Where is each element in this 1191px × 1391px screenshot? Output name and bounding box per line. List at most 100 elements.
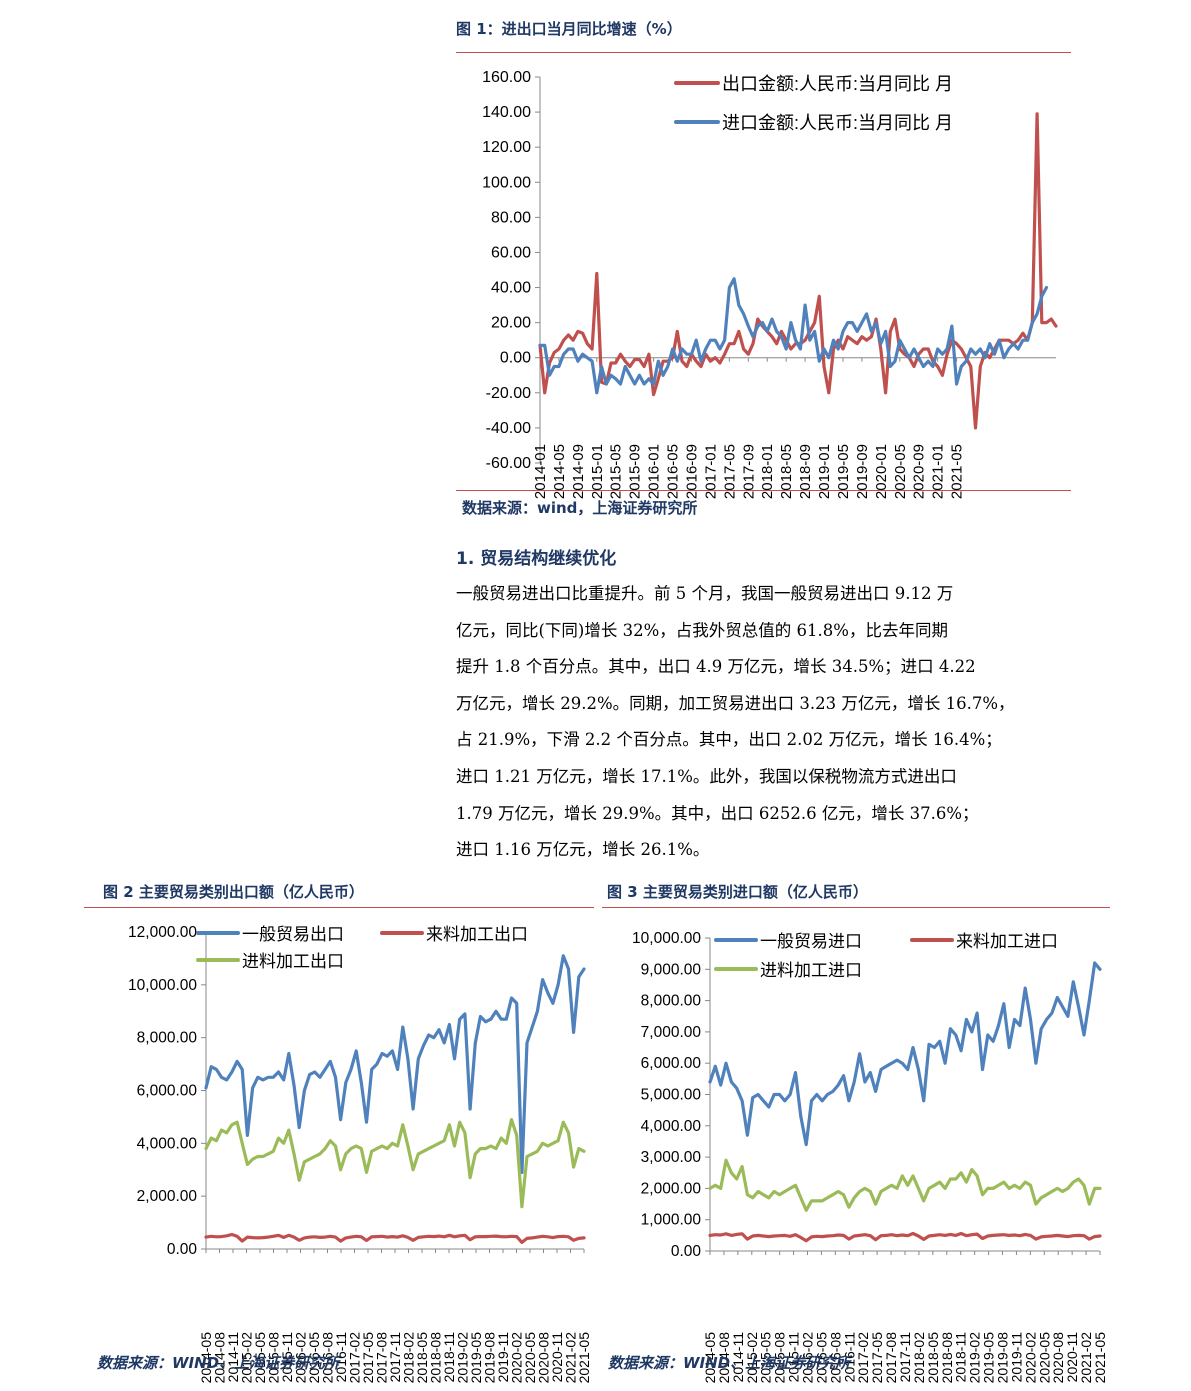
- x-tick-label: 2020-08: [536, 1332, 552, 1384]
- x-tick-label: 2020-05: [1036, 1332, 1052, 1384]
- x-tick-label: 2018-01: [759, 444, 776, 499]
- x-tick-label: 2019-11: [1008, 1332, 1024, 1383]
- y-tick-label: -20.00: [486, 385, 531, 402]
- x-tick-label: 2015-11: [279, 1332, 295, 1383]
- x-tick-label: 2021-05: [949, 444, 966, 499]
- x-tick-label: 2018-08: [428, 1332, 444, 1384]
- x-tick-label: 2016-08: [320, 1332, 336, 1384]
- x-tick-label: 2019-05: [468, 1332, 484, 1384]
- x-tick-label: 2017-05: [360, 1332, 376, 1384]
- section-paragraph: 一般贸易进出口比重提升。前 5 个月，我国一般贸易进出口 9.12 万 亿元，同…: [456, 576, 1061, 869]
- x-tick-label: 2014-08: [716, 1332, 732, 1384]
- y-tick-label: -60.00: [486, 455, 531, 472]
- x-tick-label: 2019-09: [854, 444, 871, 499]
- y-tick-label: 20.00: [491, 315, 531, 332]
- figure2-title: 图 2 主要贸易类别出口额（亿人民币）: [103, 883, 364, 901]
- y-tick-label: 100.00: [482, 174, 531, 191]
- y-tick-label: 9,000.00: [641, 961, 702, 978]
- x-tick-label: 2015-09: [627, 444, 644, 499]
- x-tick-label: 2020-09: [911, 444, 928, 499]
- paragraph-line: 一般贸易进出口比重提升。前 5 个月，我国一般贸易进出口 9.12 万: [456, 584, 954, 603]
- x-tick-label: 2018-05: [925, 1332, 941, 1384]
- x-tick-label: 2015-02: [239, 1332, 255, 1384]
- series-line: [204, 1118, 586, 1209]
- legend-label: 来料加工出口: [426, 925, 528, 944]
- x-tick-label: 2018-11: [441, 1332, 457, 1383]
- x-tick-label: 2021-01: [930, 444, 947, 499]
- x-tick-label: 2018-05: [414, 1332, 430, 1384]
- x-tick-label: 2019-08: [995, 1332, 1011, 1384]
- figure2-chart: 12,000.00 10,000.00 8,000.00 6,000.00 4,000.…: [128, 924, 592, 1383]
- figure1-chart: 160.00 140.00 120.00 100.00 80.00 60.00 40.00 2…: [482, 69, 1058, 499]
- y-tick-label: -40.00: [486, 420, 531, 437]
- x-tick-label: 2014-05: [551, 444, 568, 499]
- y-tick-label: 6,000.00: [641, 1055, 702, 1072]
- figure1-source: 数据来源：wind，上海证券研究所: [462, 499, 698, 517]
- y-tick-label: 60.00: [491, 244, 531, 261]
- legend-label: 一般贸易出口: [242, 925, 344, 944]
- y-tick-label: 7,000.00: [641, 1024, 702, 1041]
- y-tick-label: 120.00: [482, 139, 531, 156]
- x-tick-label: 2019-11: [495, 1332, 511, 1383]
- y-tick-label: 80.00: [491, 209, 531, 226]
- x-tick-label: 2019-01: [816, 444, 833, 499]
- x-tick-label: 2014-11: [225, 1332, 241, 1383]
- x-tick-label: 2014-09: [570, 444, 587, 499]
- x-tick-label: 2018-08: [939, 1332, 955, 1384]
- y-tick-label: 6,000.00: [137, 1083, 198, 1100]
- y-tick-label: 40.00: [491, 280, 531, 297]
- series-line: [708, 1231, 1102, 1243]
- y-tick-label: 12,000.00: [128, 924, 197, 941]
- figure3-source: 数据来源：WIND、上海证券研究所: [608, 1354, 851, 1372]
- x-tick-label: 2017-05: [869, 1332, 885, 1384]
- x-tick-label: 2018-02: [401, 1332, 417, 1384]
- y-tick-label: 8,000.00: [641, 993, 702, 1010]
- series-line: [204, 954, 586, 1174]
- x-tick-label: 2018-05: [778, 444, 795, 499]
- x-tick-label: 2015-08: [266, 1332, 282, 1384]
- x-tick-label: 2014-01: [532, 444, 549, 499]
- x-tick-label: 2017-11: [387, 1332, 403, 1383]
- series-line: [538, 277, 1049, 395]
- y-tick-label: 1,000.00: [641, 1212, 702, 1229]
- x-tick-label: 2014-11: [730, 1332, 746, 1383]
- x-tick-label: 2021-02: [563, 1332, 579, 1384]
- figure1-title: 图 1：进出口当月同比增速（%）: [456, 20, 682, 38]
- legend-label: 来料加工进口: [956, 932, 1058, 951]
- x-tick-label: 2019-02: [967, 1332, 983, 1384]
- x-tick-label: 2017-01: [702, 444, 719, 499]
- series-line: [708, 1158, 1102, 1212]
- x-tick-label: 2017-08: [883, 1332, 899, 1384]
- x-tick-label: 2021-05: [576, 1332, 592, 1384]
- x-tick-label: 2015-08: [772, 1332, 788, 1384]
- x-tick-label: 2016-08: [827, 1332, 843, 1384]
- x-tick-label: 2014-05: [198, 1332, 214, 1384]
- x-tick-label: 2020-05: [892, 444, 909, 499]
- y-tick-label: 10,000.00: [632, 930, 701, 947]
- y-tick-label: 4,000.00: [641, 1118, 702, 1135]
- x-tick-label: 2016-05: [813, 1332, 829, 1384]
- y-tick-label: 0.00: [500, 350, 531, 367]
- x-tick-label: 2014-05: [702, 1332, 718, 1384]
- x-tick-label: 2015-11: [786, 1332, 802, 1383]
- x-tick-label: 2017-09: [740, 444, 757, 499]
- paragraph-line: 进口 1.16 万亿元，增长 26.1%。: [456, 840, 710, 860]
- x-tick-label: 2018-11: [953, 1332, 969, 1383]
- x-tick-label: 2020-11: [1064, 1332, 1080, 1383]
- x-tick-label: 2014-08: [212, 1332, 228, 1384]
- y-tick-label: 4,000.00: [137, 1135, 198, 1152]
- x-tick-label: 2020-11: [549, 1332, 565, 1383]
- x-tick-label: 2017-02: [855, 1332, 871, 1384]
- x-tick-label: 2018-02: [911, 1332, 927, 1384]
- y-tick-label: 2,000.00: [641, 1180, 702, 1197]
- x-tick-label: 2020-08: [1050, 1332, 1066, 1384]
- legend-label: 进口金额:人民币:当月同比 月: [722, 113, 953, 133]
- paragraph-line: 1.79 万亿元，增长 29.9%。其中，出口 6252.6 亿元，增长 37.…: [456, 803, 979, 823]
- y-tick-label: 5,000.00: [641, 1087, 702, 1104]
- x-tick-label: 2016-05: [306, 1332, 322, 1384]
- x-tick-label: 2019-05: [981, 1332, 997, 1384]
- x-tick-label: 2015-05: [608, 444, 625, 499]
- figure2-top-rule: [84, 907, 594, 908]
- x-tick-label: 2016-11: [841, 1332, 857, 1383]
- y-tick-label: 0.00: [167, 1241, 198, 1258]
